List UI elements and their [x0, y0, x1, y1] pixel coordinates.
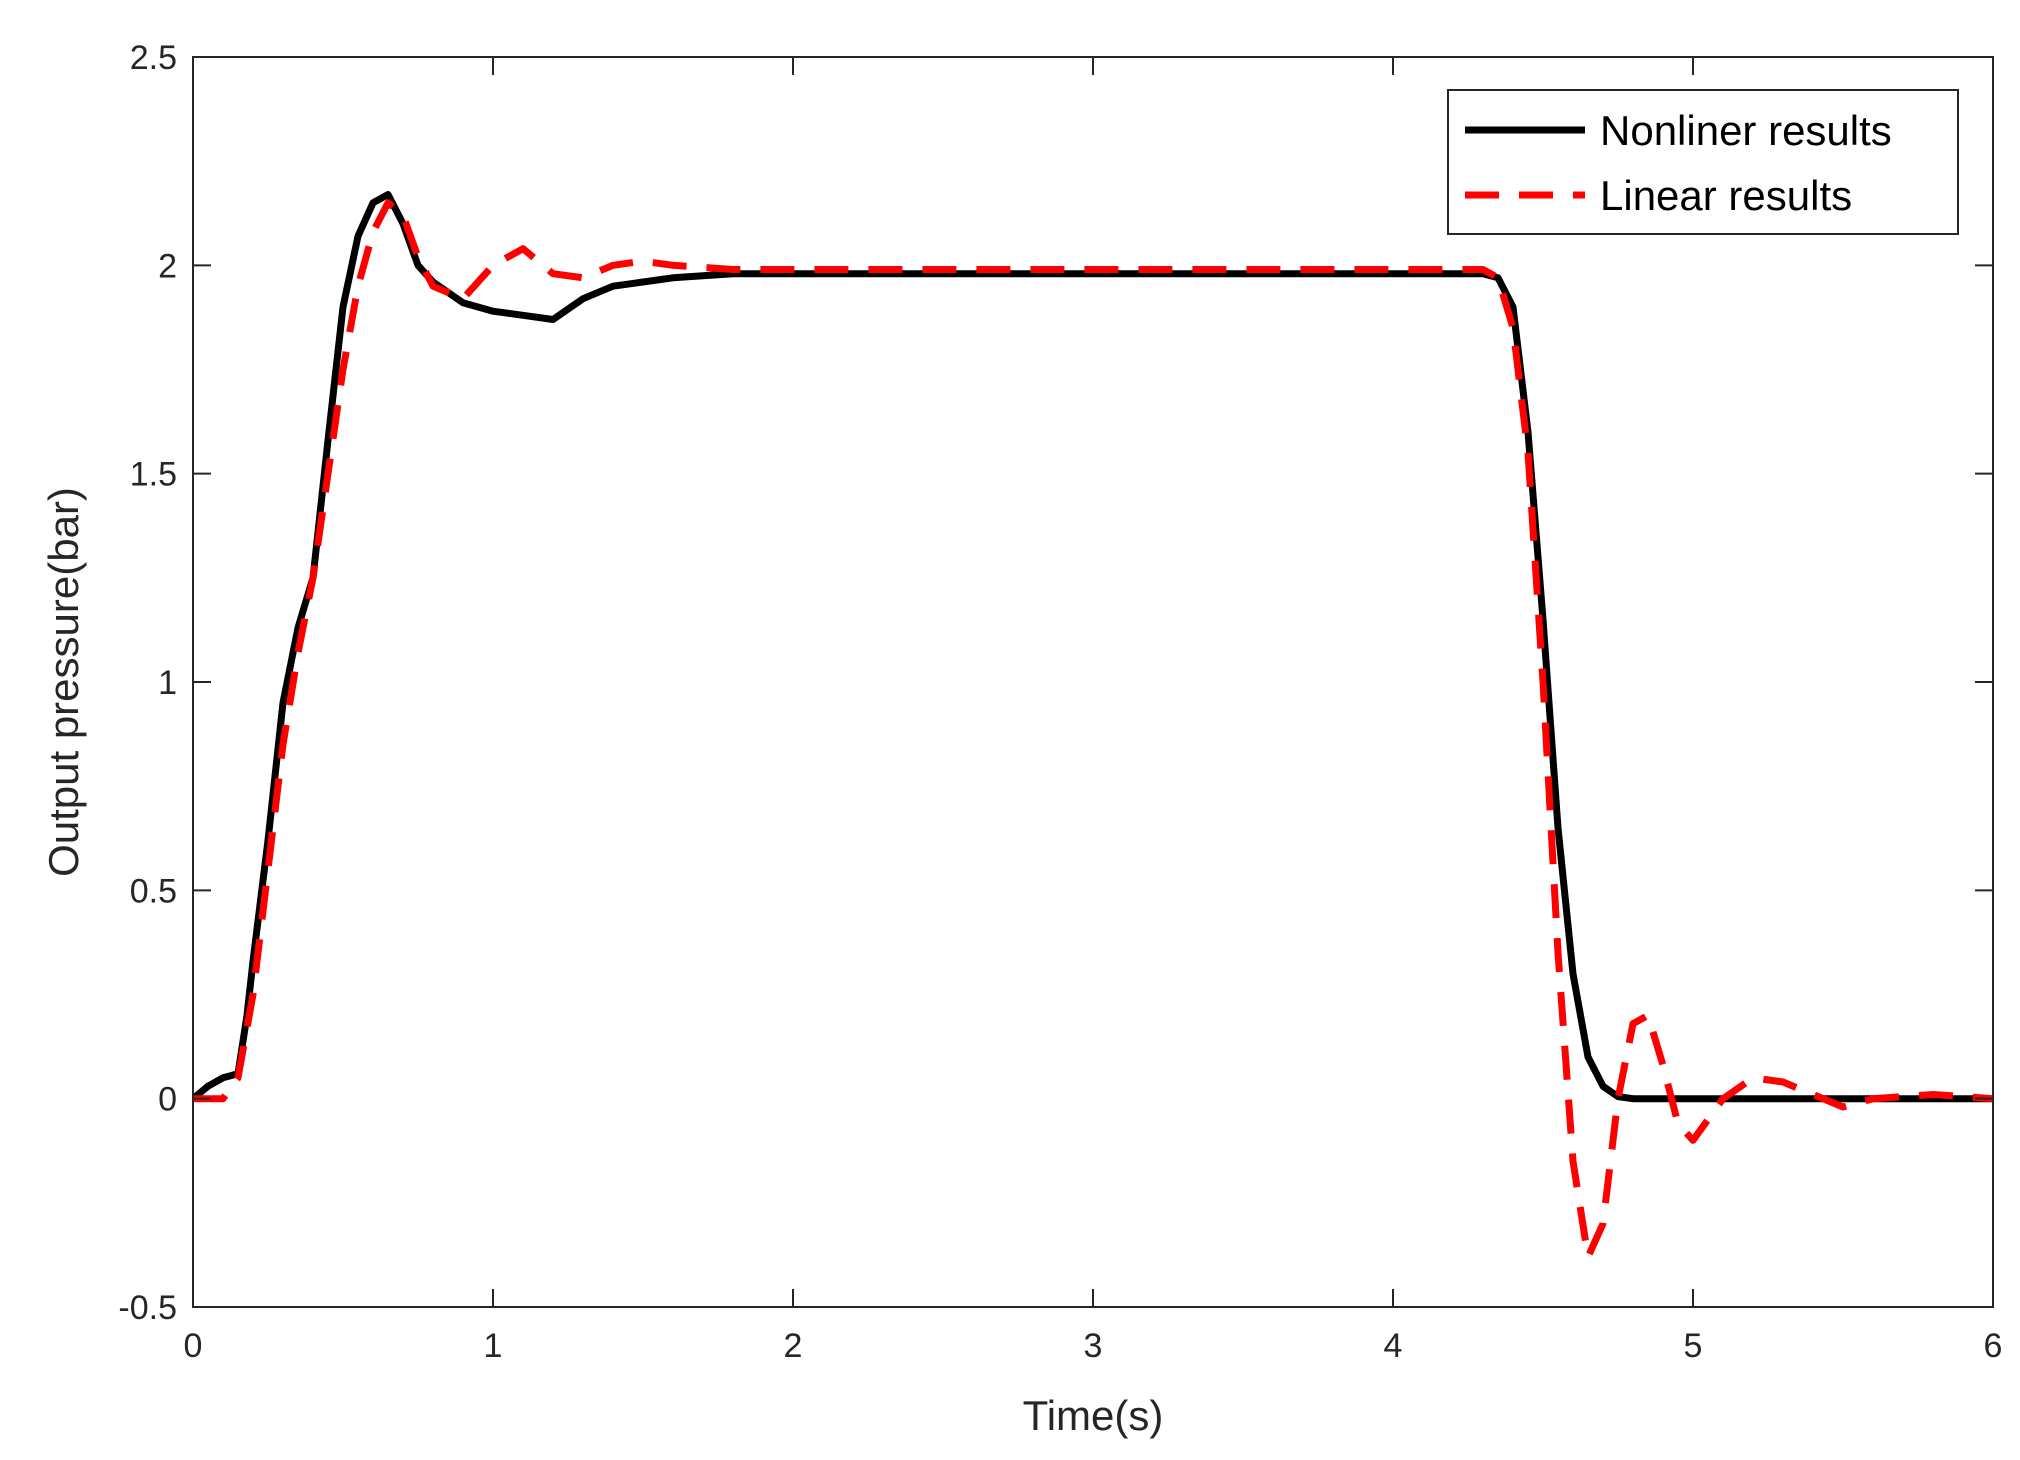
series-line-nonliner-results: [193, 191, 1993, 1103]
x-tick-label: 1: [484, 1327, 503, 1365]
legend: Nonliner results Linear results: [1447, 89, 1959, 235]
x-tick-label: 6: [1984, 1327, 2003, 1365]
x-tick-label: 5: [1684, 1327, 1703, 1365]
x-tick-label: 4: [1384, 1327, 1403, 1365]
series-line-linear-results: [193, 199, 1993, 1261]
y-tick-label: 0.5: [130, 872, 177, 910]
plot-area: [193, 57, 1993, 1307]
y-tick-label: 2: [158, 247, 177, 285]
legend-box: [1447, 89, 1959, 235]
legend-label-linear-results: Linear results: [1600, 172, 1852, 219]
x-tick-label: 0: [184, 1327, 203, 1365]
y-axis-label: Output pressure(bar): [40, 487, 87, 877]
axes-layer: 0 1 2 3 4 5 6-0.500.511.522.5: [118, 39, 2002, 1365]
x-tick-label: 2: [784, 1327, 803, 1365]
y-tick-label: -0.5: [118, 1289, 177, 1327]
y-tick-label: 1.5: [130, 456, 177, 494]
y-tick-label: 2.5: [130, 39, 177, 77]
y-tick-label: 0: [158, 1081, 177, 1119]
series-layer: [193, 191, 1993, 1261]
x-axis-label: Time(s): [1023, 1392, 1164, 1439]
y-tick-label: 1: [158, 664, 177, 702]
x-tick-label: 3: [1084, 1327, 1103, 1365]
legend-label-nonliner-results: Nonliner results: [1600, 107, 1892, 154]
